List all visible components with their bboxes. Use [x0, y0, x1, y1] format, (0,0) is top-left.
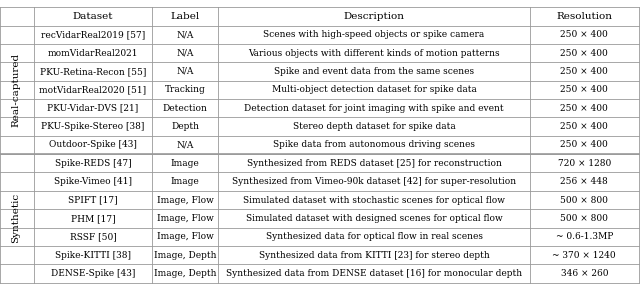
Text: 250 × 400: 250 × 400: [561, 122, 608, 131]
Text: N/A: N/A: [177, 140, 194, 150]
Text: Spike-KITTI [38]: Spike-KITTI [38]: [55, 251, 131, 260]
Text: Depth: Depth: [171, 122, 199, 131]
Text: PHM [17]: PHM [17]: [70, 214, 115, 223]
Text: 250 × 400: 250 × 400: [561, 140, 608, 150]
Text: 250 × 400: 250 × 400: [561, 67, 608, 76]
Text: Image, Flow: Image, Flow: [157, 195, 214, 205]
Text: PKU-Vidar-DVS [21]: PKU-Vidar-DVS [21]: [47, 104, 138, 113]
Text: Synthesized from REDS dataset [25] for reconstruction: Synthesized from REDS dataset [25] for r…: [246, 159, 502, 168]
Text: motVidarReal2020 [51]: motVidarReal2020 [51]: [39, 85, 147, 94]
Text: Outdoor-Spike [43]: Outdoor-Spike [43]: [49, 140, 137, 150]
Text: RSSF [50]: RSSF [50]: [70, 232, 116, 241]
Text: Synthesized data from KITTI [23] for stereo depth: Synthesized data from KITTI [23] for ste…: [259, 251, 490, 260]
Text: SPIFT [17]: SPIFT [17]: [68, 195, 118, 205]
Text: N/A: N/A: [177, 49, 194, 58]
Text: 250 × 400: 250 × 400: [561, 30, 608, 39]
Text: 500 × 800: 500 × 800: [561, 214, 608, 223]
Text: 250 × 400: 250 × 400: [561, 104, 608, 113]
Text: Various objects with different kinds of motion patterns: Various objects with different kinds of …: [248, 49, 500, 58]
Text: Detection: Detection: [163, 104, 207, 113]
Text: Description: Description: [344, 12, 404, 21]
Text: momVidarReal2021: momVidarReal2021: [47, 49, 138, 58]
Text: Simulated dataset with stochastic scenes for optical flow: Simulated dataset with stochastic scenes…: [243, 195, 505, 205]
Text: Spike-REDS [47]: Spike-REDS [47]: [54, 159, 131, 168]
Text: Spike data from autonomous driving scenes: Spike data from autonomous driving scene…: [273, 140, 475, 150]
Text: Synthesized data from DENSE dataset [16] for monocular depth: Synthesized data from DENSE dataset [16]…: [226, 269, 522, 278]
Text: Image: Image: [171, 177, 200, 186]
Text: Real-captured: Real-captured: [12, 53, 20, 127]
Text: Image, Flow: Image, Flow: [157, 214, 214, 223]
Text: Spike-Vimeo [41]: Spike-Vimeo [41]: [54, 177, 132, 186]
Text: Spike and event data from the same scenes: Spike and event data from the same scene…: [274, 67, 474, 76]
Text: N/A: N/A: [177, 67, 194, 76]
Text: Image, Depth: Image, Depth: [154, 269, 216, 278]
Text: 250 × 400: 250 × 400: [561, 49, 608, 58]
Text: PKU-Spike-Stereo [38]: PKU-Spike-Stereo [38]: [41, 122, 145, 131]
Text: Detection dataset for joint imaging with spike and event: Detection dataset for joint imaging with…: [244, 104, 504, 113]
Text: ~ 0.6-1.3MP: ~ 0.6-1.3MP: [556, 232, 613, 241]
Text: Image, Flow: Image, Flow: [157, 232, 214, 241]
Text: 720 × 1280: 720 × 1280: [557, 159, 611, 168]
Text: Image, Depth: Image, Depth: [154, 251, 216, 260]
Text: Tracking: Tracking: [164, 85, 205, 94]
Text: N/A: N/A: [177, 30, 194, 39]
Text: Multi-object detection dataset for spike data: Multi-object detection dataset for spike…: [272, 85, 477, 94]
Text: recVidarReal2019 [57]: recVidarReal2019 [57]: [41, 30, 145, 39]
Text: Synthetic: Synthetic: [12, 193, 20, 243]
Text: Stereo depth dataset for spike data: Stereo depth dataset for spike data: [292, 122, 456, 131]
Text: ~ 370 × 1240: ~ 370 × 1240: [552, 251, 616, 260]
Text: Label: Label: [170, 12, 200, 21]
Text: DENSE-Spike [43]: DENSE-Spike [43]: [51, 269, 135, 278]
Text: Synthesized data for optical flow in real scenes: Synthesized data for optical flow in rea…: [266, 232, 483, 241]
Text: 500 × 800: 500 × 800: [561, 195, 608, 205]
Text: Synthesized from Vimeo-90k dataset [42] for super-resolution: Synthesized from Vimeo-90k dataset [42] …: [232, 177, 516, 186]
Text: Simulated dataset with designed scenes for optical flow: Simulated dataset with designed scenes f…: [246, 214, 502, 223]
Text: Scenes with high-speed objects or spike camera: Scenes with high-speed objects or spike …: [264, 30, 484, 39]
Text: PKU-Retina-Recon [55]: PKU-Retina-Recon [55]: [40, 67, 146, 76]
Text: Dataset: Dataset: [72, 12, 113, 21]
Text: Image: Image: [171, 159, 200, 168]
Text: 250 × 400: 250 × 400: [561, 85, 608, 94]
Text: 346 × 260: 346 × 260: [561, 269, 608, 278]
Text: Resolution: Resolution: [556, 12, 612, 21]
Text: 256 × 448: 256 × 448: [561, 177, 608, 186]
